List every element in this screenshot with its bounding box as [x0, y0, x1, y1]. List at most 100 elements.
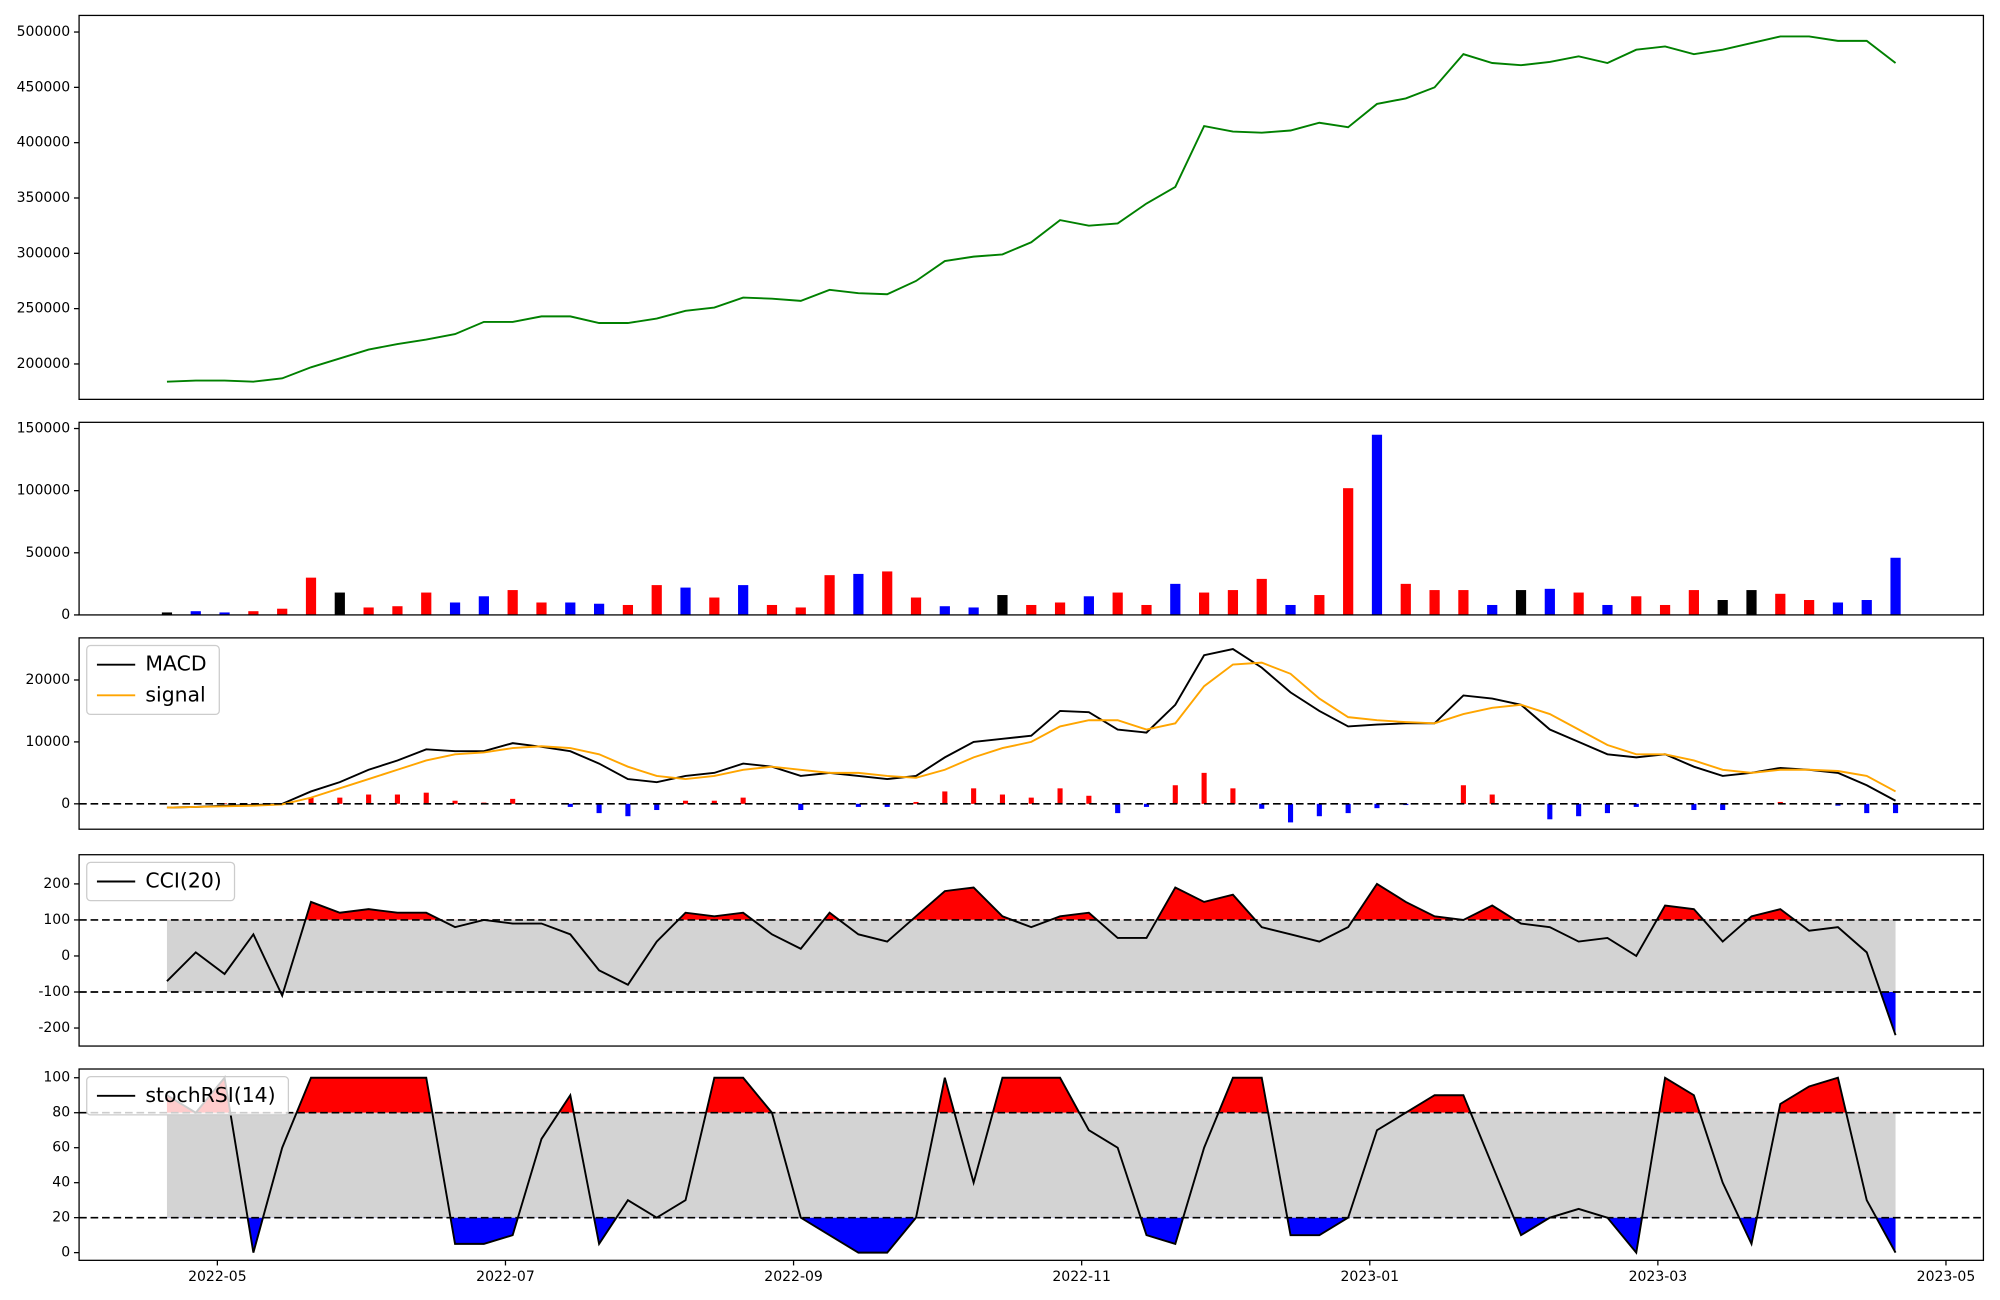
volume-bar: [1746, 590, 1757, 615]
histogram-bar: [366, 794, 372, 804]
histogram-bar: [971, 788, 977, 804]
x-tick-label: 2023-05: [1917, 1269, 1976, 1285]
panel: -200 -100 0 100 200 CCI(20): [38, 854, 1985, 1047]
y-tick-label: 20: [52, 1210, 70, 1226]
volume-bar: [1487, 604, 1498, 615]
volume-bar: [1400, 583, 1411, 615]
above-fill: [166, 1077, 1847, 1113]
panel-frame: [78, 14, 1985, 400]
y-tick-label: -200: [38, 1020, 70, 1036]
panel-frame: [78, 421, 1985, 616]
volume-bar: [853, 573, 864, 615]
volume-bar: [392, 606, 403, 615]
volume-bar: [939, 606, 950, 615]
series-line: [166, 882, 1897, 1036]
legend-box: [86, 644, 220, 716]
histogram-bar: [1777, 801, 1783, 804]
histogram-bar: [1115, 803, 1121, 814]
volume-bar: [680, 587, 691, 615]
histogram-bar: [394, 794, 400, 804]
histogram-bar: [1143, 803, 1150, 807]
histogram-bar: [1201, 772, 1207, 804]
volume-bar: [1659, 604, 1671, 615]
histogram-bar: [942, 791, 948, 804]
histogram-bar: [1374, 803, 1380, 809]
y-tick-label: 60: [52, 1140, 70, 1156]
volume-bar: [536, 602, 547, 615]
volume-bar: [1314, 595, 1325, 615]
histogram-bar: [913, 801, 919, 804]
volume-bar: [305, 577, 317, 615]
y-tick-label: 300000: [17, 245, 71, 261]
volume-bar: [1544, 588, 1555, 615]
volume-bar: [651, 585, 662, 615]
volume-bar: [1083, 596, 1094, 615]
histogram-bar: [855, 803, 861, 807]
histogram-bar: [654, 803, 660, 811]
volume-bar: [1890, 557, 1901, 615]
histogram-bar: [1345, 803, 1351, 814]
volume-bar: [1832, 602, 1844, 615]
plot: [79, 882, 1984, 1036]
plot: [161, 434, 1901, 615]
volume-bar: [1458, 590, 1469, 615]
legend: stochRSI(14): [86, 1076, 290, 1116]
legend-label: CCI(20): [145, 869, 221, 893]
volume-bar: [709, 597, 720, 615]
volume-bar: [478, 596, 489, 615]
y-tick-label: 350000: [17, 190, 71, 206]
volume-bar: [824, 575, 835, 615]
legend-label: stochRSI(14): [145, 1083, 275, 1107]
panel-frame: [78, 854, 1985, 1047]
histogram-bar: [452, 800, 458, 804]
volume-bar: [334, 592, 345, 615]
volume-bar: [968, 607, 979, 615]
series-line: [166, 35, 1897, 383]
volume-bar: [161, 612, 173, 615]
volume-bar: [190, 611, 201, 615]
panel: 0 20 40 60 80 100 2022-05 2022-07 2022-09 2022-11…: [43, 1068, 1985, 1285]
legend-box: [86, 1076, 290, 1116]
x-tick-label: 2022-09: [764, 1269, 823, 1285]
volume-bar: [1371, 434, 1383, 615]
histogram-bar: [1691, 803, 1697, 811]
y-tick-label: 0: [61, 948, 70, 964]
y-tick-label: 100: [43, 912, 70, 928]
x-tick-label: 2022-11: [1052, 1269, 1111, 1285]
panel: 0 10000 20000 MACD signal: [26, 637, 1985, 830]
volume-bar: [997, 595, 1008, 615]
volume-bar: [421, 592, 432, 615]
volume-bar: [1026, 604, 1037, 615]
volume-bar: [1861, 600, 1872, 615]
panel-frame: [78, 1068, 1985, 1261]
y-tick-label: 0: [61, 796, 70, 812]
histogram-bar: [337, 797, 343, 804]
histogram-bar: [1460, 785, 1466, 804]
volume-bar: [1343, 488, 1354, 615]
histogram-bar: [567, 803, 573, 807]
histogram-bar: [1172, 785, 1178, 804]
histogram-bar: [510, 798, 516, 804]
histogram-bar: [1086, 795, 1092, 804]
volume-bar: [248, 611, 259, 615]
panel: 200000 250000 300000 350000 400000 450000 5000…: [17, 14, 1985, 400]
volume-bar: [1515, 590, 1527, 615]
volume-bar: [1688, 590, 1699, 615]
y-tick-label: 450000: [17, 79, 71, 95]
x-tick-label: 2023-03: [1629, 1269, 1688, 1285]
y-tick-label: 500000: [17, 24, 71, 40]
histogram-bar: [1287, 803, 1294, 823]
y-tick-label: 100000: [17, 483, 71, 499]
volume-bar: [219, 612, 230, 615]
histogram-bar: [1028, 797, 1034, 804]
y-tick-label: 0: [61, 1245, 70, 1261]
histogram-bar: [1604, 803, 1610, 814]
y-tick-label: 80: [52, 1105, 70, 1121]
y-tick-label: -100: [38, 984, 70, 1000]
histogram-bar: [1720, 803, 1726, 811]
histogram-bar: [625, 803, 631, 817]
plot: [79, 648, 1984, 823]
x-tick-label: 2022-05: [188, 1269, 247, 1285]
histogram-bar: [1316, 803, 1322, 817]
volume-bar: [277, 608, 288, 615]
